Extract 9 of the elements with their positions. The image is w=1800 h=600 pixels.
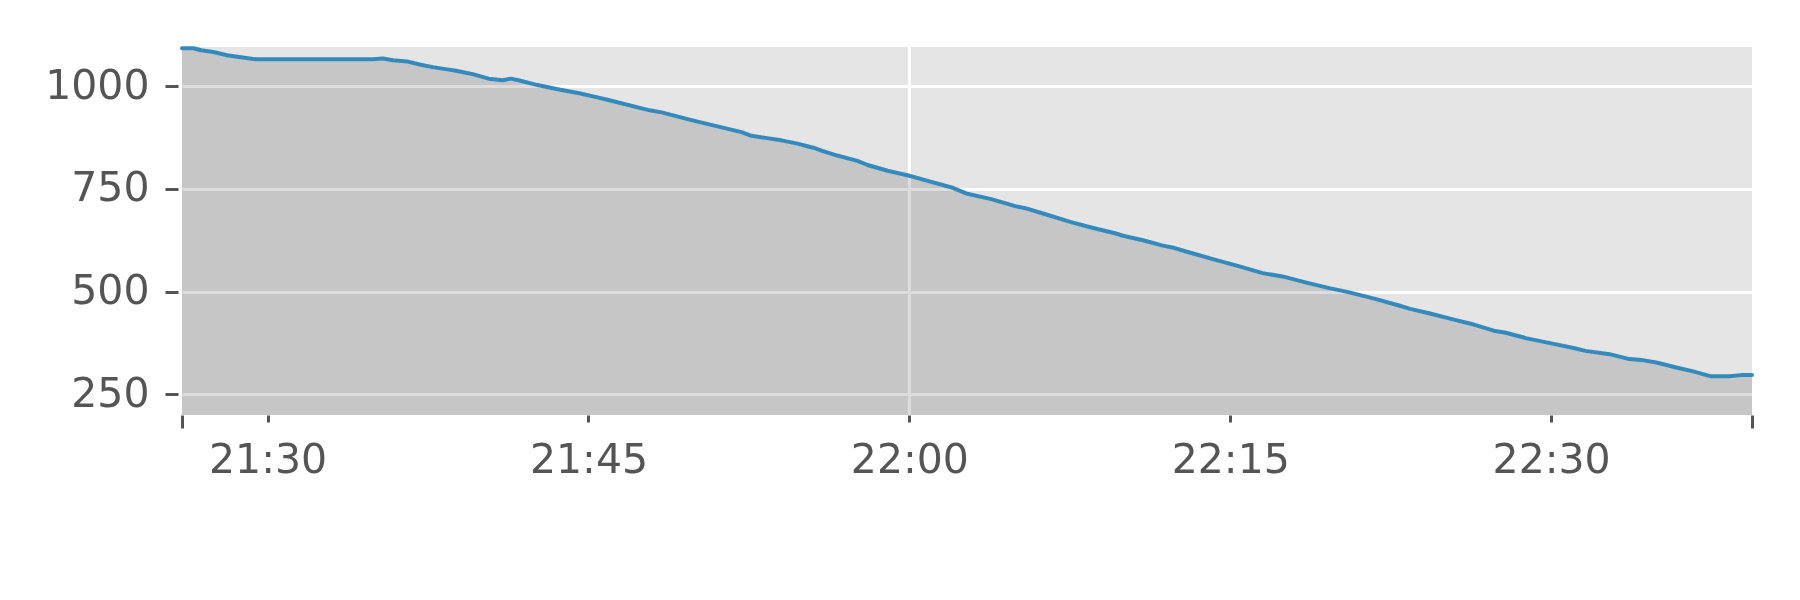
x-tick-label: 21:30 [209,434,328,483]
y-tick-label: 1000 [45,60,150,109]
x-tick-label: 22:00 [850,434,969,483]
x-tick-label: 22:30 [1492,434,1611,483]
y-tick-label: 250 [71,368,150,417]
x-tick-label: 22:15 [1171,434,1290,483]
x-tick-label: 21:45 [529,434,649,483]
y-tick-label: 750 [71,163,150,212]
y-tick-label: 500 [71,266,150,315]
